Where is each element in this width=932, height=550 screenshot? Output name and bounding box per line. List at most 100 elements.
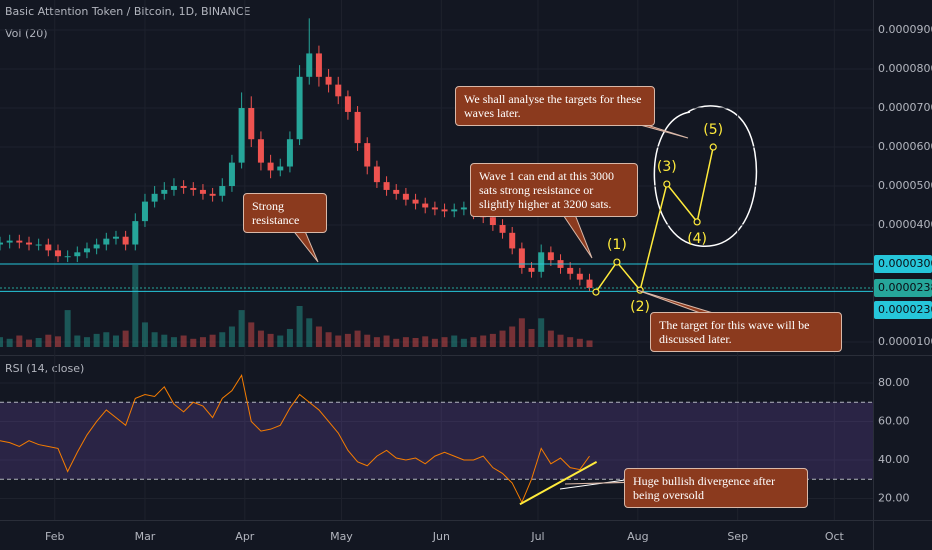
candle-body [190,187,197,190]
candle-body [199,189,206,194]
volume-bar [103,332,110,347]
volume-bar [112,335,119,347]
volume-bar [586,340,593,347]
candle-body [509,232,516,249]
volume-bar [325,332,332,347]
candle-body [112,236,119,239]
volume-bar [451,335,458,347]
candle-body [460,207,467,210]
volume-bar [489,333,496,347]
candle-body [83,248,90,253]
wave-label: (5) [703,122,723,138]
volume-bar [344,333,351,347]
level-label-box [874,279,932,298]
volume-bar [431,338,438,347]
volume-bar [228,326,235,347]
candle-body [489,217,496,226]
candle-body [122,236,129,245]
volume-bar [16,335,23,347]
volume-bar [286,328,293,347]
volume-bar [499,330,506,347]
candle-body [238,108,245,163]
volume-bar [248,322,255,347]
volume-bar [45,334,52,347]
volume-bar [93,333,100,347]
volume-bar [277,335,284,347]
volume-bar [267,333,274,347]
volume-bar [257,330,264,347]
volume-bar [480,335,487,347]
candle-body [103,238,110,245]
volume-bar [538,318,545,347]
volume-bar [306,318,313,347]
volume-bar [190,338,197,347]
candle-body [335,84,342,97]
candle-body [16,240,23,243]
volume-bar [576,338,583,347]
volume-bar [35,337,42,347]
candle-body [373,166,380,183]
volume-bar [393,338,400,347]
candle-body [393,189,400,194]
candle-body [64,256,71,258]
volume-bar [518,318,525,347]
volume-bar [470,337,477,347]
candle-body [180,186,187,188]
y-tick-label: 0.00009000 [878,23,932,36]
chart-title: Basic Attention Token / Bitcoin, 1D, BIN… [5,5,251,18]
y-tick-label: 0.00007000 [878,101,932,114]
y-tick-label: 40.00 [878,453,910,466]
y-tick-label: 0.00001000 [878,335,932,348]
volume-bar [373,337,380,347]
candle-body [132,221,139,245]
volume-bar [54,336,61,347]
wave-point [663,180,671,188]
volume-bar [141,322,148,347]
rsi-line [0,373,590,504]
volume-bar [557,334,564,347]
volume-bar [219,332,226,347]
level-label-box [874,255,932,274]
volume-bar [567,337,574,347]
volume-bar [209,334,216,347]
volume-bar [83,337,90,347]
y-tick-label: 0.00004000 [878,218,932,231]
candle-body [547,252,554,261]
volume-bar [6,338,13,347]
y-tick-label: 20.00 [878,491,910,504]
x-tick-label: Mar [135,530,156,543]
candle-body [296,76,303,140]
candle-body [141,201,148,222]
volume-title: Vol (20) [5,27,48,40]
candle-body [35,244,42,246]
candle-body [6,240,13,243]
volume-bar [547,330,554,347]
volume-bar [509,326,516,347]
grid [0,0,873,520]
level-label-box [874,301,932,320]
candle-body [344,96,351,112]
volume-bar [0,337,3,347]
rsi-title: RSI (14, close) [5,362,84,375]
volume-bar [296,306,303,347]
wave-point [709,143,717,151]
level-label: 0.00002385 [878,281,932,294]
y-tick-label: 60.00 [878,414,910,427]
callout: Strong resistance [243,193,327,233]
candle-body [209,193,216,196]
wave-point [613,258,621,266]
candle-body [567,267,574,274]
volume-bar [132,265,139,347]
candle-body [451,209,458,212]
wave-point [592,288,600,296]
y-tick-label: 0.00006000 [878,140,932,153]
x-tick-label: Sep [727,530,748,543]
candle-body [286,139,293,167]
candle-body [364,143,371,167]
volume-bar [25,339,32,347]
candle-body [412,199,419,204]
candle-body [277,166,284,171]
wave-label: (4) [687,231,707,247]
wave-label: (1) [607,237,627,253]
candle-body [354,111,361,144]
